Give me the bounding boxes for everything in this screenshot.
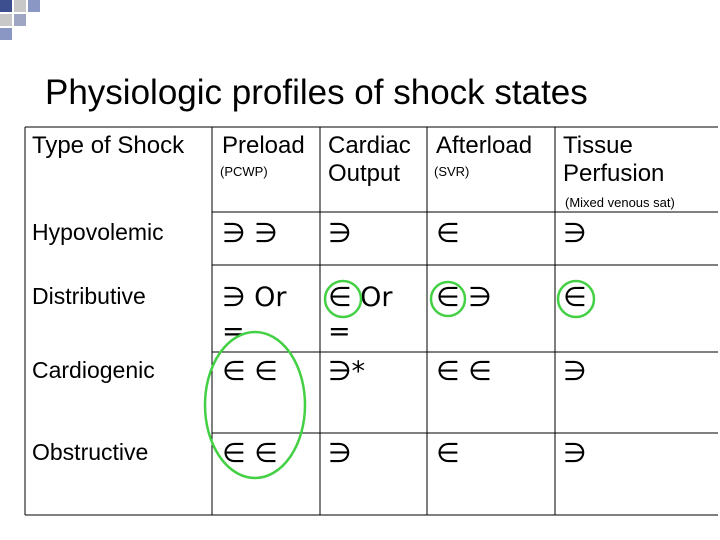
- cell-text: ∈: [436, 438, 460, 469]
- cell-text: ∋: [563, 356, 587, 387]
- header-label: Preload: [222, 132, 305, 159]
- cell-text: ∋ Or: [222, 282, 287, 313]
- row-label: Obstructive: [32, 439, 148, 465]
- table-grid: [24, 126, 718, 516]
- cell-text: ∈ ∈: [222, 438, 278, 469]
- cell-text: ∋*: [328, 356, 365, 387]
- header-sub: (PCWP): [220, 164, 268, 179]
- cell-text: ∈: [436, 218, 460, 249]
- header-label: Cardiac Output: [328, 132, 411, 187]
- cell-text: ∈ ∈: [436, 356, 492, 387]
- cell-text: ∈ ∈: [222, 356, 278, 387]
- cell-text: =: [328, 316, 351, 347]
- header-sub: (Mixed venous sat): [565, 195, 675, 210]
- row-label: Hypovolemic: [32, 219, 164, 245]
- header-label: Afterload: [436, 132, 532, 159]
- cell-text: ∋: [563, 218, 587, 249]
- cell-text: =: [222, 316, 245, 347]
- cell-text: ∋: [328, 438, 352, 469]
- cell-text: ∋: [563, 438, 587, 469]
- row-label: Distributive: [32, 283, 146, 309]
- cell-text: ∋ ∋: [222, 218, 278, 249]
- row-label: Cardiogenic: [32, 357, 155, 383]
- header-sub: (SVR): [434, 164, 469, 179]
- header-label: Tissue Perfusion: [563, 132, 664, 187]
- header-label: Type of Shock: [32, 132, 185, 159]
- cell-text: ∈: [563, 282, 587, 313]
- highlight-circles: [203, 279, 596, 480]
- corner-decoration: [0, 0, 40, 40]
- cell-text: ∋: [328, 218, 352, 249]
- slide-title: Physiologic profiles of shock states: [45, 73, 588, 112]
